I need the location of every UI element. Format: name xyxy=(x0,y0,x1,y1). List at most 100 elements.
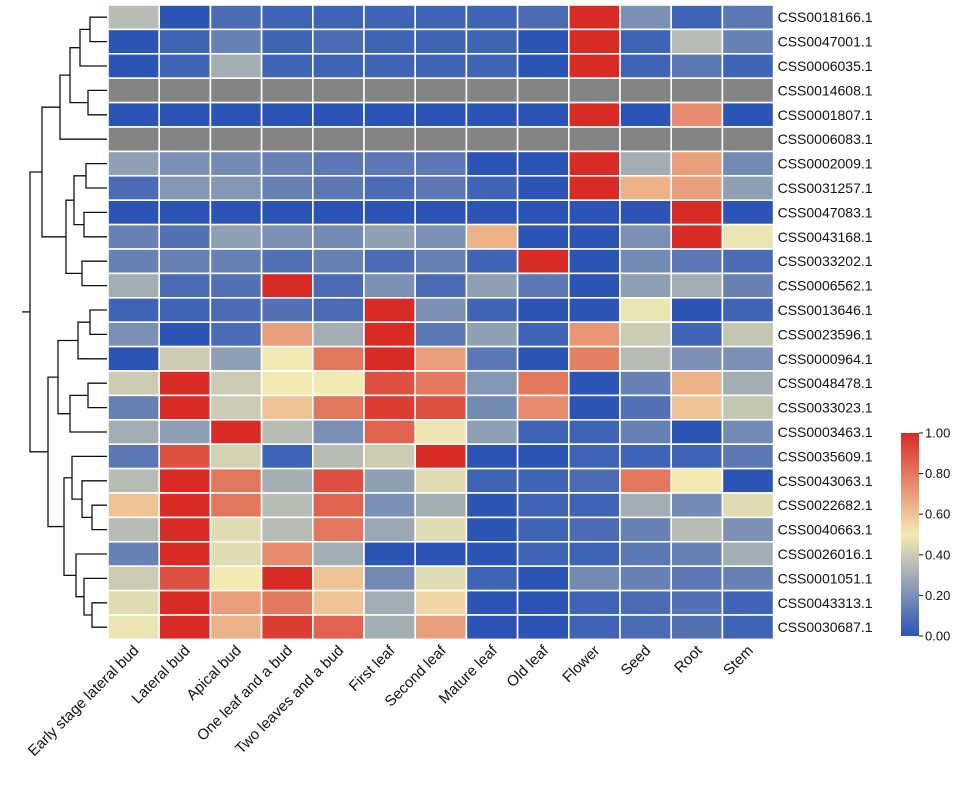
heatmap-cell xyxy=(619,540,673,567)
row-label: CSS0006562.1 xyxy=(778,278,873,294)
heatmap-cell xyxy=(107,4,161,31)
heatmap-cell xyxy=(363,4,417,31)
heatmap-cell xyxy=(311,540,365,567)
row-label: CSS0048478.1 xyxy=(778,375,873,391)
heatmap-cell xyxy=(567,492,621,519)
heatmap-cell xyxy=(414,492,468,519)
heatmap-cell xyxy=(619,199,673,226)
heatmap-cell xyxy=(619,296,673,323)
heatmap-cell xyxy=(209,4,263,31)
dendrogram-branch xyxy=(83,577,107,616)
heatmap-cell xyxy=(619,223,673,250)
heatmap-cell xyxy=(311,589,365,616)
heatmap-cell xyxy=(670,321,724,348)
row-label: CSS0000964.1 xyxy=(778,351,873,367)
heatmap-cell xyxy=(107,52,161,79)
heatmap-cell xyxy=(414,516,468,543)
column-label: Early stage lateral bud xyxy=(25,642,143,760)
row-label: CSS0013646.1 xyxy=(778,302,873,318)
heatmap-cell xyxy=(311,101,365,128)
heatmap-cell xyxy=(619,150,673,177)
row-dendrogram xyxy=(22,16,107,628)
heatmap-cell xyxy=(158,467,212,494)
row-label: CSS0014608.1 xyxy=(778,82,873,98)
heatmap-cell xyxy=(670,296,724,323)
heatmap-cell xyxy=(311,126,365,153)
row-label: CSS0047083.1 xyxy=(778,204,873,220)
heatmap-cell xyxy=(414,370,468,397)
heatmap-cell xyxy=(516,492,570,519)
row-label: CSS0033023.1 xyxy=(778,400,873,416)
heatmap-cell xyxy=(107,614,161,641)
row-label: CSS0006083.1 xyxy=(778,131,873,147)
heatmap-cell xyxy=(619,52,673,79)
heatmap-cell xyxy=(670,589,724,616)
column-label: Flower xyxy=(559,642,603,686)
heatmap-cell xyxy=(209,345,263,372)
heatmap-cell xyxy=(465,565,519,592)
heatmap-cell xyxy=(414,296,468,323)
heatmap-cell xyxy=(158,394,212,421)
heatmap-cell xyxy=(670,516,724,543)
heatmap-cell xyxy=(260,394,314,421)
heatmap-cell xyxy=(414,272,468,299)
heatmap-cell xyxy=(619,370,673,397)
heatmap-cell xyxy=(465,418,519,445)
heatmap-cell xyxy=(158,516,212,543)
heatmap-cell xyxy=(567,345,621,372)
dendrogram-branch xyxy=(89,309,107,336)
heatmap-cell xyxy=(670,492,724,519)
heatmap-cell xyxy=(107,565,161,592)
colorbar-tick-label: 0.40 xyxy=(925,547,950,562)
heatmap-cell xyxy=(260,418,314,445)
heatmap-cell xyxy=(414,589,468,616)
heatmap-cell xyxy=(363,589,417,616)
dendrogram-branch xyxy=(29,171,48,453)
heatmap-cell xyxy=(414,394,468,421)
row-label: CSS0002009.1 xyxy=(778,156,873,172)
heatmap-cell xyxy=(414,150,468,177)
heatmap-cell xyxy=(670,248,724,275)
heatmap-cell xyxy=(619,394,673,421)
heatmap-cell xyxy=(363,101,417,128)
heatmap-cell xyxy=(414,223,468,250)
heatmap-cell xyxy=(516,394,570,421)
heatmap-cell xyxy=(107,248,161,275)
row-label: CSS0043168.1 xyxy=(778,229,873,245)
heatmap-cell xyxy=(158,370,212,397)
heatmap-cell xyxy=(209,614,263,641)
heatmap-cell xyxy=(567,28,621,55)
heatmap-cell xyxy=(311,321,365,348)
heatmap-cell xyxy=(516,418,570,445)
heatmap-cell xyxy=(516,150,570,177)
heatmap-cell xyxy=(107,443,161,470)
heatmap-cell xyxy=(209,296,263,323)
row-label: CSS0003463.1 xyxy=(778,424,873,440)
heatmap-cell xyxy=(209,175,263,202)
heatmap-cell xyxy=(567,199,621,226)
heatmap-cell xyxy=(107,175,161,202)
row-label: CSS0022682.1 xyxy=(778,497,873,513)
heatmap-cell xyxy=(721,175,775,202)
heatmap-cell xyxy=(107,418,161,445)
colorbar-legend: 1.00 0.80 0.60 0.40 0.20 0.00 xyxy=(901,426,950,644)
heatmap-cell xyxy=(670,394,724,421)
heatmap-cell xyxy=(158,175,212,202)
heatmap-cell xyxy=(567,101,621,128)
heatmap-cell xyxy=(363,467,417,494)
heatmap-cell xyxy=(311,223,365,250)
heatmap-cell xyxy=(516,321,570,348)
heatmap-cell xyxy=(721,150,775,177)
heatmap-cell xyxy=(260,443,314,470)
heatmap-cell xyxy=(670,4,724,31)
heatmap-cell xyxy=(465,614,519,641)
heatmap-cell xyxy=(158,101,212,128)
heatmap-cell xyxy=(209,199,263,226)
heatmap-cell xyxy=(670,418,724,445)
heatmap-cell xyxy=(516,614,570,641)
heatmap-cell xyxy=(363,223,417,250)
heatmap-cell xyxy=(721,296,775,323)
heatmap-cell xyxy=(107,394,161,421)
heatmap-cell xyxy=(567,223,621,250)
heatmap-cell xyxy=(619,321,673,348)
